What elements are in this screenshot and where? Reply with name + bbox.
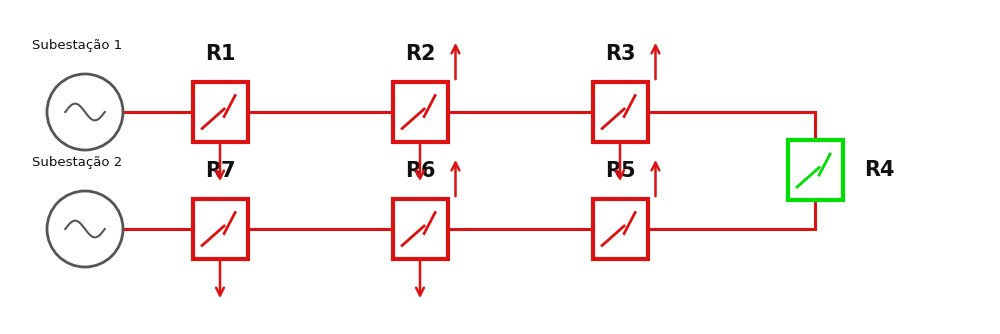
- Text: R6: R6: [405, 161, 435, 181]
- Text: R7: R7: [205, 161, 235, 181]
- Text: R4: R4: [865, 161, 895, 180]
- Bar: [592, 82, 648, 142]
- Bar: [193, 199, 248, 259]
- Bar: [592, 199, 648, 259]
- Text: R2: R2: [405, 44, 435, 64]
- Text: R1: R1: [205, 44, 235, 64]
- Text: Subestação 1: Subestação 1: [32, 39, 123, 52]
- Bar: [392, 199, 448, 259]
- Bar: [392, 82, 448, 142]
- Bar: [788, 141, 843, 200]
- Text: R5: R5: [605, 161, 635, 181]
- Text: R3: R3: [605, 44, 635, 64]
- Bar: [193, 82, 248, 142]
- Text: Subestação 2: Subestação 2: [32, 156, 123, 169]
